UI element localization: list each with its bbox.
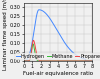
Hydrogen: [35, 19, 36, 20]
Y-axis label: Laminar flame speed (m/s): Laminar flame speed (m/s): [4, 0, 8, 70]
Methane: [32, 43, 34, 44]
Propane: [23, 60, 24, 61]
Propane: [92, 60, 93, 61]
Propane: [50, 60, 51, 61]
Methane: [83, 60, 84, 61]
Hydrogen: [38, 9, 40, 10]
Hydrogen: [52, 23, 54, 24]
Propane: [90, 60, 92, 61]
Propane: [33, 40, 34, 41]
Hydrogen: [90, 60, 92, 61]
Hydrogen: [23, 60, 24, 61]
Methane: [31, 49, 32, 50]
Hydrogen: [92, 60, 93, 61]
Methane: [90, 60, 92, 61]
Hydrogen: [50, 18, 51, 19]
Propane: [83, 60, 84, 61]
Methane: [52, 60, 54, 61]
Legend: Hydrogen, Methane, Propane: Hydrogen, Methane, Propane: [15, 53, 100, 60]
Methane: [92, 60, 93, 61]
Hydrogen: [31, 44, 32, 45]
Line: Propane: Propane: [24, 40, 92, 61]
Hydrogen: [83, 58, 84, 59]
X-axis label: Fuel-air equivalence ratio: Fuel-air equivalence ratio: [23, 71, 93, 76]
Methane: [35, 56, 36, 57]
Line: Methane: Methane: [24, 44, 92, 61]
Methane: [50, 60, 51, 61]
Line: Hydrogen: Hydrogen: [24, 10, 92, 61]
Propane: [35, 49, 36, 50]
Propane: [52, 60, 54, 61]
Methane: [23, 60, 24, 61]
